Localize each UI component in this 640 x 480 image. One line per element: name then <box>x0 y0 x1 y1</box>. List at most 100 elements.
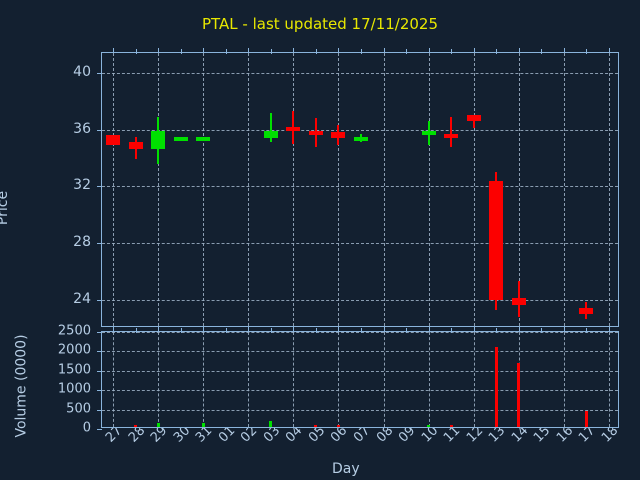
day-tick-mark <box>158 327 160 332</box>
day-tick-mark <box>496 49 498 54</box>
day-tick-mark <box>563 48 565 53</box>
volume-tick-mark <box>97 429 102 430</box>
day-gridline <box>383 53 385 326</box>
day-tick-mark <box>338 48 340 53</box>
day-tick-mark <box>563 327 565 332</box>
day-tick-mark <box>338 327 340 332</box>
day-tick-mark <box>225 328 227 333</box>
volume-bar <box>427 425 431 427</box>
day-tick-mark <box>158 48 160 53</box>
day-gridline <box>428 53 430 326</box>
day-tick-mark <box>361 328 362 333</box>
candle-body <box>263 130 278 139</box>
day-tick-mark <box>270 49 272 54</box>
day-gridline <box>338 332 340 427</box>
volume-tick-mark <box>97 332 102 333</box>
volume-tick-mark <box>97 390 102 392</box>
day-tick-mark <box>135 328 137 333</box>
day-gridline <box>383 332 385 427</box>
day-tick-mark <box>406 328 408 333</box>
day-gridline <box>518 53 520 326</box>
volume-gridline <box>102 409 618 411</box>
candle-body <box>354 136 368 141</box>
volume-gridline <box>102 390 618 392</box>
day-tick-mark <box>203 327 205 332</box>
day-gridline <box>563 332 565 427</box>
volume-bar <box>449 425 453 427</box>
price-gridline <box>102 129 618 131</box>
day-tick-mark <box>180 328 182 333</box>
candlestick <box>579 53 594 326</box>
candlestick <box>263 53 278 326</box>
volume-tick-mark <box>97 370 102 372</box>
volume-bar <box>156 422 160 427</box>
day-gridline <box>338 53 340 326</box>
chart-title: PTAL - last updated 17/11/2025 <box>201 15 439 33</box>
candlestick <box>173 53 188 326</box>
candle-body <box>151 130 166 150</box>
day-gridline <box>293 53 295 326</box>
volume-gridline <box>102 332 618 333</box>
day-tick-mark <box>225 49 227 54</box>
day-gridline <box>293 332 295 427</box>
candle-body <box>106 135 121 146</box>
day-tick-mark <box>361 49 362 54</box>
candle-body <box>489 180 504 300</box>
day-tick-mark <box>135 49 137 54</box>
candle-wick <box>472 115 475 129</box>
day-tick-mark <box>541 328 543 333</box>
volume-bar <box>517 363 521 427</box>
candlestick <box>331 53 346 326</box>
candle-body <box>331 132 346 139</box>
day-tick-mark <box>608 327 610 332</box>
day-tick-mark <box>293 48 295 53</box>
price-tick-label: 28 <box>73 233 91 250</box>
candle-body <box>286 126 301 131</box>
day-tick-mark <box>293 327 295 332</box>
day-gridline <box>113 53 115 326</box>
price-tick-label: 24 <box>73 290 91 307</box>
candlestick <box>489 53 504 326</box>
price-gridline <box>102 186 618 188</box>
day-gridline <box>113 332 115 427</box>
day-tick-mark <box>248 327 250 332</box>
price-tick-mark <box>97 129 102 131</box>
candle-body <box>196 136 211 141</box>
day-gridline <box>248 332 250 427</box>
volume-bar <box>314 425 318 427</box>
day-axis-title: Day <box>332 461 360 477</box>
price-gridline <box>102 242 618 244</box>
candlestick <box>421 53 436 326</box>
candle-body <box>421 130 436 135</box>
volume-tick-label: 1500 <box>57 362 91 378</box>
price-tick-mark <box>97 299 102 301</box>
price-tick-mark <box>97 242 102 244</box>
candle-body <box>308 130 323 136</box>
price-tick-label: 36 <box>73 120 91 137</box>
day-gridline <box>563 53 565 326</box>
day-tick-mark <box>113 48 115 53</box>
volume-bar <box>201 422 205 427</box>
candlestick <box>106 53 121 326</box>
volume-bar <box>134 425 138 427</box>
volume-tick-mark <box>97 409 102 411</box>
candle-body <box>511 298 526 306</box>
day-tick-mark <box>383 327 385 332</box>
day-tick-mark <box>451 328 453 333</box>
candlestick <box>354 53 368 326</box>
price-gridline <box>102 72 618 74</box>
day-tick-mark <box>428 327 430 332</box>
volume-gridline <box>102 351 618 353</box>
volume-tick-label: 1000 <box>57 381 91 397</box>
day-tick-mark <box>113 327 115 332</box>
volume-tick-label: 2500 <box>57 323 91 339</box>
price-gridline <box>102 299 618 301</box>
candlestick <box>444 53 459 326</box>
candle-body <box>444 133 459 138</box>
price-axis-title: Price <box>0 190 12 226</box>
day-gridline <box>158 53 160 326</box>
day-tick-mark <box>248 48 250 53</box>
price-tick-label: 32 <box>73 177 91 194</box>
day-tick-mark <box>180 49 182 54</box>
day-tick-mark <box>473 327 475 332</box>
